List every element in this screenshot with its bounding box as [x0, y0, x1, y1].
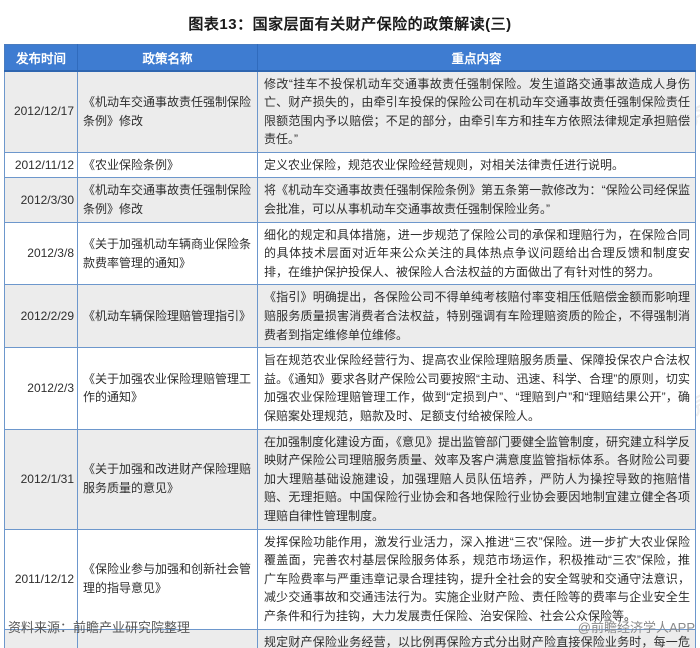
- table-row: 2012/12/17 《机动车交通事故责任强制保险条例》修改 修改“挂车不投保机…: [4, 70, 696, 153]
- column-header-key-content: 重点内容: [257, 44, 696, 72]
- policy-table: 发布时间 政策名称 重点内容 2012/12/17 《机动车交通事故责任强制保险…: [4, 44, 696, 648]
- policy-date: 2012/3/30: [4, 177, 78, 223]
- table-row: 2012/3/30 《机动车交通事故责任强制保险条例》修改 将《机动车交通事故责…: [4, 177, 696, 223]
- policy-name: 《机动车辆保险理赔管理指引》: [77, 284, 258, 349]
- policy-content: 将《机动车交通事故责任强制保险条例》第五条第一款修改为：“保险公司经保监会批准，…: [257, 177, 696, 223]
- policy-content: 规定财产保险业务经营，以比例再保险方式分出财产险直接保险业务时，每一危险单位分给…: [257, 628, 696, 648]
- credit-note: @前瞻经济学人APP: [577, 620, 695, 635]
- policy-date: 2012/1/31: [4, 428, 78, 530]
- policy-name: 《关于加强机动车辆商业保险条款费率管理的通知》: [77, 221, 258, 286]
- policy-date: 2012/11/12: [4, 151, 78, 179]
- table-row: 2012/2/3 《关于加强农业保险理赔管理工作的通知》 旨在规范农业保险经营行…: [4, 347, 696, 430]
- policy-content: 旨在规范农业保险经营行为、提高农业保险理赔服务质量、保障投保农户合法权益。《通知…: [257, 347, 696, 430]
- table-row: 2012/11/12 《农业保险条例》 定义农业保险，规范农业保险经营规则，对相…: [4, 151, 696, 179]
- policy-content: 发挥保险功能作用，激发行业活力，深入推进“三农”保险。进一步扩大农业保险覆盖面，…: [257, 528, 696, 630]
- policy-content: 修改“挂车不投保机动车交通事故责任强制保险。发生道路交通事故造成人身伤亡、财产损…: [257, 70, 696, 153]
- policy-content: 《指引》明确提出，各保险公司不得单纯考核赔付率变相压低赔偿金额而影响理赔服务质量…: [257, 284, 696, 349]
- table-row: 2011/12/12 《保险业参与加强和创新社会管理的指导意见》 发挥保险功能作…: [4, 528, 696, 630]
- policy-name: 《保险业参与加强和创新社会管理的指导意见》: [77, 528, 258, 630]
- column-header-date: 发布时间: [4, 44, 78, 72]
- table-row: 2012/3/8 《关于加强机动车辆商业保险条款费率管理的通知》 细化的规定和具…: [4, 221, 696, 286]
- policy-content: 在加强制度化建设方面，《意见》提出监管部门要健全监管制度，研究建立科学反映财产保…: [257, 428, 696, 530]
- source-note: 资料来源：前瞻产业研究院整理: [8, 620, 191, 635]
- column-header-policy-name: 政策名称: [77, 44, 258, 72]
- policy-content: 细化的规定和具体措施，进一步规范了保险公司的承保和理赔行为，在保险合同的具体技术…: [257, 221, 696, 286]
- table-header: 发布时间 政策名称 重点内容: [4, 44, 696, 72]
- policy-name: 《农业保险条例》: [77, 151, 258, 179]
- policy-name: 《再保险业务管理规定》: [77, 628, 258, 648]
- table-row: 2012/2/29 《机动车辆保险理赔管理指引》 《指引》明确提出，各保险公司不…: [4, 284, 696, 349]
- policy-date: 2010/6/30: [4, 628, 78, 648]
- policy-name: 《机动车交通事故责任强制保险条例》修改: [77, 70, 258, 153]
- policy-name: 《关于加强农业保险理赔管理工作的通知》: [77, 347, 258, 430]
- page-title: 图表13：国家层面有关财产保险的政策解读(三): [188, 16, 512, 33]
- policy-date: 2012/12/17: [4, 70, 78, 153]
- policy-date: 2012/2/29: [4, 284, 78, 349]
- policy-table-container: 发布时间 政策名称 重点内容 2012/12/17 《机动车交通事故责任强制保险…: [4, 44, 696, 648]
- policy-name: 《机动车交通事故责任强制保险条例》修改: [77, 177, 258, 223]
- table-row: 2012/1/31 《关于加强和改进财产保险理赔服务质量的意见》 在加强制度化建…: [4, 428, 696, 530]
- policy-date: 2012/2/3: [4, 347, 78, 430]
- table-body: 2012/12/17 《机动车交通事故责任强制保险条例》修改 修改“挂车不投保机…: [4, 70, 696, 648]
- policy-date: 2011/12/12: [4, 528, 78, 630]
- policy-name: 《关于加强和改进财产保险理赔服务质量的意见》: [77, 428, 258, 530]
- policy-content: 定义农业保险，规范农业保险经营规则，对相关法律责任进行说明。: [257, 151, 696, 179]
- policy-date: 2012/3/8: [4, 221, 78, 286]
- table-row: 2010/6/30 《再保险业务管理规定》 规定财产保险业务经营，以比例再保险方…: [4, 628, 696, 648]
